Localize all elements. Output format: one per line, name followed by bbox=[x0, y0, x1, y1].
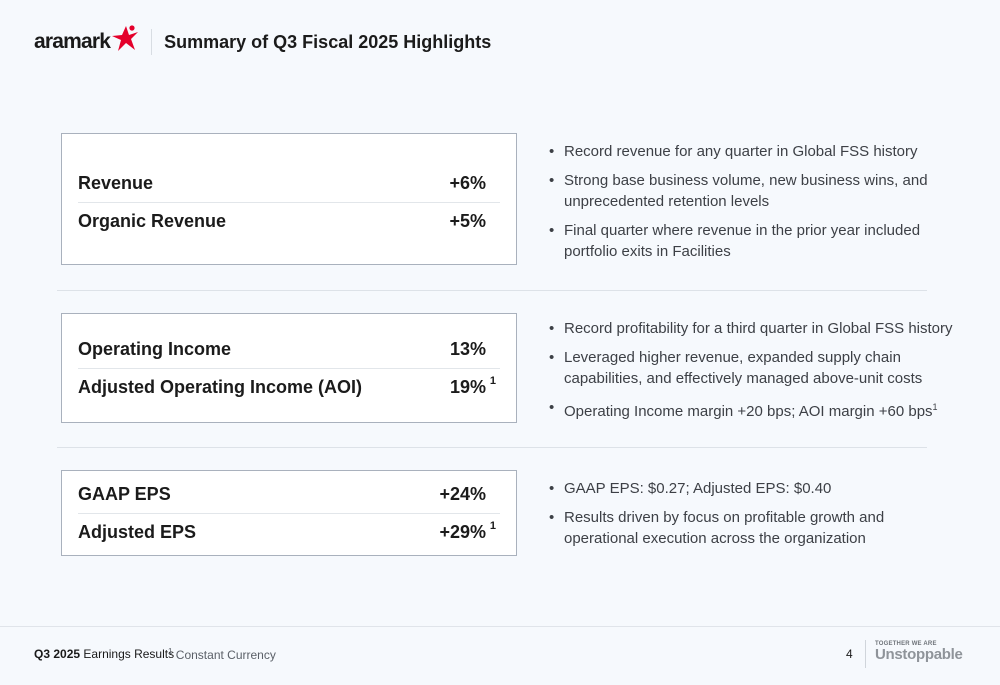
bullet-list-revenue: Record revenue for any quarter in Global… bbox=[549, 141, 959, 270]
metric-label: Organic Revenue bbox=[78, 211, 227, 231]
page-number: 4 bbox=[846, 647, 853, 661]
metric-row: Adjusted EPS +29% 1 bbox=[78, 513, 500, 551]
metric-value: +6% bbox=[449, 172, 486, 193]
tagline-big: Unstoppable bbox=[875, 646, 963, 663]
footnote: 1 Constant Currency bbox=[168, 647, 276, 662]
metric-value: +29% 1 bbox=[439, 520, 496, 542]
section-divider bbox=[57, 290, 927, 291]
star-person-icon bbox=[112, 25, 139, 51]
aramark-logo: aramark bbox=[34, 25, 139, 54]
metric-box-revenue: Revenue +6% Organic Revenue +5% bbox=[61, 133, 517, 265]
bullet-item: Leveraged higher revenue, expanded suppl… bbox=[549, 347, 969, 389]
tagline-logo: TOGETHER WE ARE Unstoppable bbox=[875, 641, 963, 663]
metric-box-eps: GAAP EPS +24% Adjusted EPS +29% 1 bbox=[61, 470, 517, 556]
bullet-item: GAAP EPS: $0.27; Adjusted EPS: $0.40 bbox=[549, 478, 959, 499]
metric-value: 13% bbox=[449, 338, 486, 359]
metric-label: GAAP EPS bbox=[78, 483, 171, 504]
tagline-small: TOGETHER WE ARE bbox=[875, 641, 937, 647]
bullet-item: Results driven by focus on profitable gr… bbox=[549, 507, 959, 549]
footnote-marker: 1 bbox=[932, 402, 938, 412]
footnote-marker: 1 bbox=[489, 375, 496, 387]
logo-wordmark: aramark bbox=[34, 30, 111, 53]
metric-value: +24% bbox=[439, 483, 486, 504]
footer-divider bbox=[865, 640, 866, 668]
metric-row: Organic Revenue +5% bbox=[78, 202, 500, 240]
section-divider bbox=[57, 447, 927, 448]
footer-rule bbox=[0, 626, 1000, 627]
header-divider bbox=[151, 29, 153, 55]
metric-row: GAAP EPS +24% bbox=[78, 475, 500, 513]
bullet-list-eps: GAAP EPS: $0.27; Adjusted EPS: $0.40 Res… bbox=[549, 478, 959, 557]
metric-value: 19% 1 bbox=[449, 375, 496, 397]
page-title: Summary of Q3 Fiscal 2025 Highlights bbox=[164, 31, 492, 52]
metric-box-operating-income: Operating Income 13% Adjusted Operating … bbox=[61, 313, 517, 423]
metric-row: Revenue +6% bbox=[78, 164, 500, 202]
metric-label: Adjusted Operating Income (AOI) bbox=[78, 377, 363, 397]
metric-row: Adjusted Operating Income (AOI) 19% 1 bbox=[78, 368, 500, 406]
bullet-item: Final quarter where revenue in the prior… bbox=[549, 220, 959, 262]
metric-label: Revenue bbox=[78, 172, 154, 193]
bullet-item: Strong base business volume, new busines… bbox=[549, 170, 959, 212]
bullet-item: Operating Income margin +20 bps; AOI mar… bbox=[549, 397, 969, 422]
bullet-item: Record revenue for any quarter in Global… bbox=[549, 141, 959, 162]
bullet-item: Record profitability for a third quarter… bbox=[549, 318, 969, 339]
footer-title: Q3 2025 Earnings Results bbox=[34, 647, 175, 661]
metric-value: +5% bbox=[449, 211, 486, 231]
metric-row: Operating Income 13% bbox=[78, 330, 500, 368]
metric-label: Operating Income bbox=[78, 338, 232, 359]
bullet-list-operating-income: Record profitability for a third quarter… bbox=[549, 318, 969, 430]
metric-label: Adjusted EPS bbox=[78, 522, 197, 542]
slide-header: aramark Summary of Q3 Fiscal 2025 Highli… bbox=[34, 24, 491, 60]
footnote-marker: 1 bbox=[489, 520, 496, 532]
